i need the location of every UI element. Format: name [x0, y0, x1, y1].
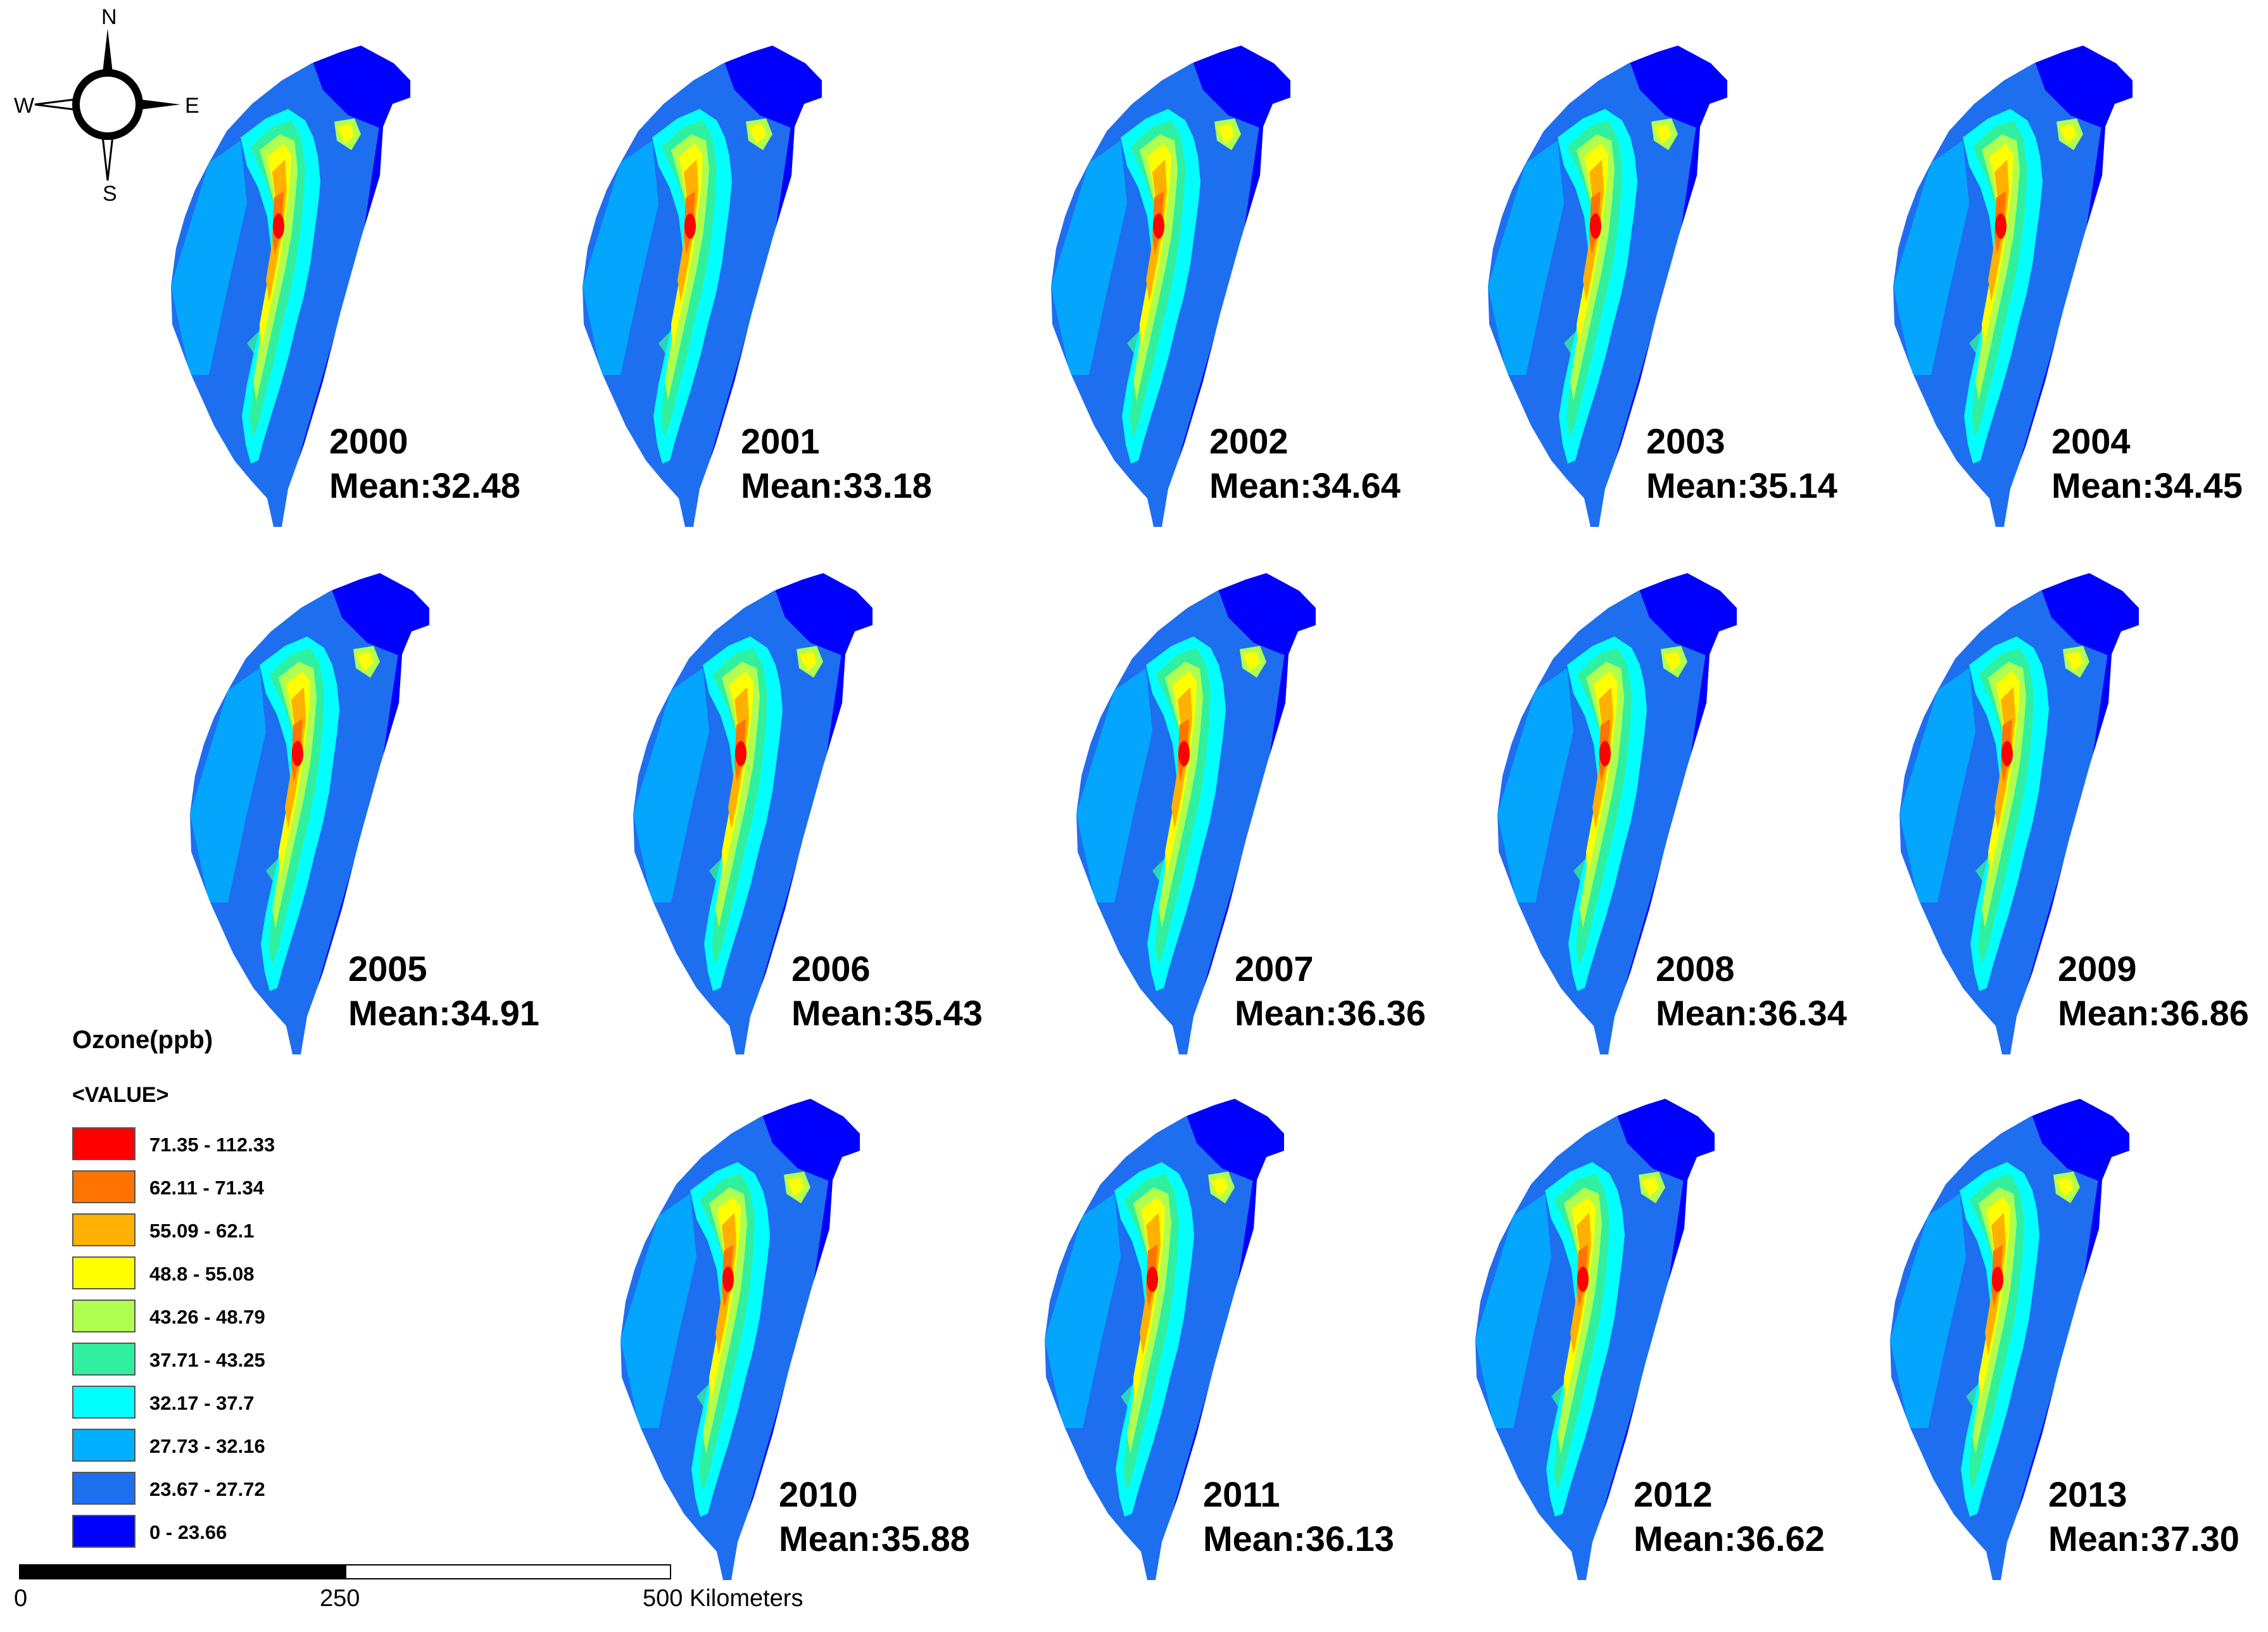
ozone-map-2007: 2007 Mean:36.36: [1076, 573, 1426, 1067]
ozone-map-2001: 2001 Mean:33.18: [583, 46, 932, 540]
taiwan-ozone-map: [1045, 1099, 1284, 1580]
ozone-map-2012: 2012 Mean:36.62: [1475, 1099, 1825, 1593]
map-year-label: 2001: [741, 421, 820, 461]
ozone-map-2011: 2011 Mean:36.13: [1045, 1099, 1394, 1593]
compass-icon: [34, 28, 180, 181]
map-year-label: 2012: [1634, 1474, 1713, 1514]
map-year-label: 2006: [791, 949, 871, 989]
ozone-map-2010: 2010 Mean:35.88: [621, 1099, 970, 1593]
legend-swatch: [72, 1170, 135, 1203]
legend-swatch: [72, 1127, 135, 1160]
map-mean-label: Mean:36.36: [1235, 993, 1426, 1033]
map-mean-label: Mean:32.48: [329, 465, 520, 505]
map-year-label: 2005: [348, 949, 427, 989]
taiwan-ozone-map: [1899, 573, 2139, 1054]
legend-label: 43.26 - 48.79: [149, 1306, 265, 1328]
ozone-map-2005: 2005 Mean:34.91: [190, 573, 539, 1067]
legend-label: 55.09 - 62.1: [149, 1220, 255, 1242]
ozone-map-2006: 2006 Mean:35.43: [633, 573, 983, 1067]
map-mean-label: Mean:36.34: [1656, 993, 1847, 1033]
ozone-map-2003: 2003 Mean:35.14: [1488, 46, 1837, 540]
map-year-label: 2007: [1235, 949, 1314, 989]
scale-bar: [19, 1564, 671, 1579]
legend-subtitle: <VALUE>: [72, 1083, 169, 1107]
map-year-label: 2003: [1646, 421, 1725, 461]
compass-south-label: S: [103, 182, 117, 206]
map-mean-label: Mean:34.91: [348, 993, 539, 1033]
legend-label: 62.11 - 71.34: [149, 1177, 264, 1199]
map-year-label: 2002: [1209, 421, 1288, 461]
legend-swatch: [72, 1386, 135, 1419]
taiwan-ozone-map: [621, 1099, 860, 1580]
taiwan-ozone-map: [1893, 46, 2133, 527]
map-mean-label: Mean:36.13: [1203, 1519, 1394, 1559]
ozone-map-2004: 2004 Mean:34.45: [1893, 46, 2243, 540]
taiwan-ozone-map: [190, 573, 429, 1054]
legend-item: 27.73 - 32.16: [72, 1429, 401, 1464]
legend-swatch: [72, 1213, 135, 1246]
legend-label: 0 - 23.66: [149, 1521, 227, 1543]
legend-title: Ozone(ppb): [72, 1026, 213, 1054]
map-year-label: 2013: [2048, 1474, 2127, 1514]
legend-swatch: [72, 1256, 135, 1289]
map-mean-label: Mean:34.64: [1209, 465, 1401, 505]
taiwan-ozone-map: [633, 573, 873, 1054]
ozone-map-2008: 2008 Mean:36.34: [1497, 573, 1847, 1067]
legend-swatch: [72, 1429, 135, 1462]
map-mean-label: Mean:33.18: [741, 465, 932, 505]
legend-label: 32.17 - 37.7: [149, 1392, 255, 1414]
taiwan-ozone-map: [1051, 46, 1290, 527]
legend-label: 27.73 - 32.16: [149, 1435, 265, 1457]
map-year-label: 2011: [1203, 1474, 1280, 1514]
taiwan-ozone-map: [1076, 573, 1316, 1054]
taiwan-ozone-map: [1497, 573, 1737, 1054]
scale-label-0: 0: [14, 1585, 28, 1612]
map-mean-label: Mean:34.45: [2051, 465, 2243, 505]
ozone-map-2002: 2002 Mean:34.64: [1051, 46, 1401, 540]
map-year-label: 2008: [1656, 949, 1735, 989]
legend-swatch: [72, 1300, 135, 1332]
legend-item: 23.67 - 27.72: [72, 1472, 401, 1507]
ozone-map-2000: 2000 Mean:32.48: [171, 46, 520, 540]
legend-item: 62.11 - 71.34: [72, 1170, 401, 1206]
legend-item: 32.17 - 37.7: [72, 1386, 401, 1421]
compass-east-label: E: [185, 94, 199, 118]
map-mean-label: Mean:37.30: [2048, 1519, 2240, 1559]
map-year-label: 2000: [329, 421, 408, 461]
taiwan-ozone-map: [583, 46, 822, 527]
map-mean-label: Mean:35.43: [791, 993, 983, 1033]
map-year-label: 2009: [2058, 949, 2137, 989]
map-year-label: 2004: [2051, 421, 2131, 461]
compass-west-label: W: [14, 94, 35, 118]
legend-swatch: [72, 1472, 135, 1505]
compass-north-label: N: [101, 5, 117, 29]
taiwan-ozone-map: [1890, 1099, 2129, 1580]
ozone-map-2009: 2009 Mean:36.86: [1899, 573, 2249, 1067]
legend-swatch: [72, 1343, 135, 1376]
compass-rose: N S W E: [0, 0, 215, 209]
scale-label-250: 250: [320, 1585, 360, 1612]
taiwan-ozone-map: [1475, 1099, 1715, 1580]
ozone-map-2013: 2013 Mean:37.30: [1890, 1099, 2240, 1593]
legend-swatch: [72, 1515, 135, 1548]
map-mean-label: Mean:35.14: [1646, 465, 1837, 505]
legend-label: 71.35 - 112.33: [149, 1134, 275, 1156]
map-mean-label: Mean:35.88: [779, 1519, 970, 1559]
legend-label: 23.67 - 27.72: [149, 1478, 265, 1500]
taiwan-ozone-map: [1488, 46, 1727, 527]
legend-label: 48.8 - 55.08: [149, 1263, 255, 1285]
legend-item: 71.35 - 112.33: [72, 1127, 401, 1163]
map-mean-label: Mean:36.86: [2058, 993, 2249, 1033]
legend-label: 37.71 - 43.25: [149, 1349, 265, 1371]
legend-item: 0 - 23.66: [72, 1515, 401, 1550]
scale-label-500: 500 Kilometers: [643, 1585, 803, 1612]
legend-item: 55.09 - 62.1: [72, 1213, 401, 1249]
legend-item: 48.8 - 55.08: [72, 1256, 401, 1292]
legend-item: 43.26 - 48.79: [72, 1300, 401, 1335]
map-mean-label: Mean:36.62: [1634, 1519, 1825, 1559]
map-year-label: 2010: [779, 1474, 858, 1514]
taiwan-ozone-map: [171, 46, 410, 527]
legend-item: 37.71 - 43.25: [72, 1343, 401, 1378]
